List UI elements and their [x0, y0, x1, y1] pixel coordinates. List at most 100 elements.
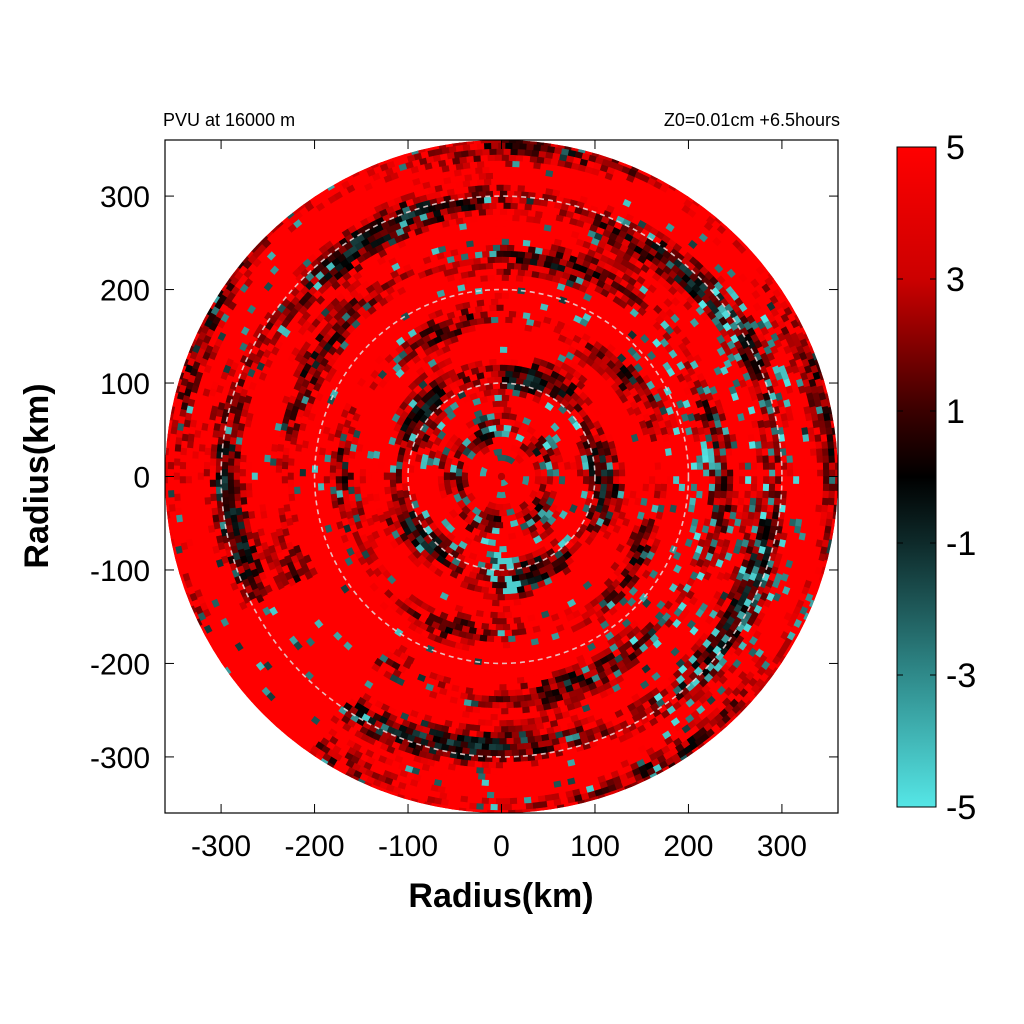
field-cell	[725, 447, 733, 456]
field-cell	[714, 483, 722, 492]
field-cell	[481, 340, 490, 349]
field-cell	[476, 712, 485, 721]
field-cell	[486, 635, 495, 643]
field-cell	[506, 328, 515, 336]
field-cell	[689, 490, 698, 499]
field-cell	[282, 497, 290, 506]
field-cell	[305, 458, 313, 467]
field-cell	[281, 454, 289, 463]
field-cell	[491, 599, 500, 607]
field-cell	[696, 490, 704, 499]
field-cell	[501, 654, 510, 661]
field-cell	[490, 298, 499, 306]
field-cell	[472, 239, 481, 247]
field-cell	[486, 238, 495, 246]
field-cell	[495, 268, 504, 275]
field-cell	[483, 731, 492, 739]
field-cell	[503, 695, 511, 703]
field-cell	[520, 682, 529, 690]
field-cell	[506, 581, 515, 589]
field-cell	[401, 483, 409, 492]
field-cell	[492, 665, 501, 673]
field-cell	[702, 483, 710, 492]
field-cell	[744, 483, 752, 492]
field-cell	[495, 624, 504, 631]
field-cell	[506, 599, 515, 607]
field-cell	[275, 458, 283, 467]
field-cell	[511, 592, 521, 601]
field-cell	[383, 465, 391, 474]
field-cell	[449, 472, 456, 481]
field-cell	[431, 472, 438, 481]
field-cell	[479, 256, 488, 264]
field-cell	[287, 465, 295, 474]
field-cell	[522, 275, 531, 283]
field-cell	[509, 250, 519, 258]
field-cell	[495, 322, 504, 329]
field-cell	[525, 712, 534, 720]
field-cell	[691, 476, 698, 485]
field-cell	[488, 250, 497, 258]
field-cell	[491, 545, 501, 553]
field-cell	[251, 479, 259, 488]
field-cell	[504, 575, 513, 583]
field-cell	[484, 346, 494, 354]
field-cell	[750, 483, 758, 492]
field-cell	[502, 322, 511, 330]
field-cell	[714, 490, 722, 499]
field-cell	[300, 497, 308, 506]
field-cell	[515, 634, 524, 643]
field-cell	[525, 215, 534, 223]
field-cell	[520, 718, 529, 727]
field-cell	[509, 268, 519, 276]
field-cell	[499, 527, 508, 535]
field-cell	[504, 298, 513, 306]
field-cell	[419, 476, 427, 485]
field-cell	[504, 232, 513, 240]
field-cell	[371, 465, 379, 474]
field-cell	[269, 451, 278, 460]
field-cell	[508, 376, 517, 384]
field-cell	[481, 268, 490, 276]
field-cell	[642, 461, 650, 470]
field-cell	[678, 461, 686, 470]
field-cell	[482, 334, 492, 342]
field-cell	[317, 454, 326, 463]
field-cell	[667, 476, 674, 485]
field-cell	[677, 454, 686, 463]
field-cell	[365, 472, 372, 481]
field-cell	[738, 483, 746, 492]
field-cell	[493, 726, 502, 733]
field-cell	[522, 257, 531, 265]
field-cell	[341, 454, 350, 463]
field-cell	[481, 604, 490, 613]
field-cell	[513, 244, 522, 252]
field-cell	[515, 689, 524, 697]
field-cell	[469, 712, 478, 720]
field-cell	[546, 476, 554, 485]
field-cell	[606, 483, 614, 492]
field-cell	[501, 551, 510, 559]
field-cell	[264, 497, 272, 506]
field-cell	[479, 220, 488, 228]
field-cell	[520, 226, 529, 235]
field-cell	[749, 447, 757, 456]
field-cell	[329, 479, 337, 488]
field-cell	[508, 310, 517, 318]
field-cell	[252, 500, 260, 510]
field-cell	[739, 468, 746, 477]
field-cell	[481, 622, 490, 631]
field-cell	[305, 472, 312, 481]
field-cell	[513, 683, 522, 691]
field-cell	[515, 725, 524, 733]
field-cell	[485, 719, 494, 727]
field-cell	[477, 682, 487, 691]
field-cell	[678, 483, 686, 492]
field-cell	[497, 714, 506, 721]
field-cell	[513, 701, 522, 709]
field-cell	[359, 490, 368, 499]
field-cell	[490, 575, 499, 583]
field-cell	[501, 394, 510, 402]
field-cell	[497, 558, 506, 565]
field-cell	[470, 263, 480, 271]
